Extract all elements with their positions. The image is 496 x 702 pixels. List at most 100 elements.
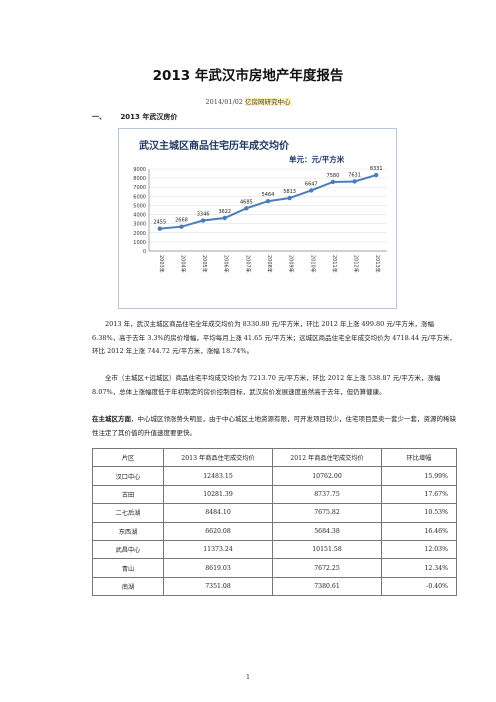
table-cell: 12483.15: [163, 466, 273, 486]
table-row: 二七后湖 8484.10 7675.82 10.53%: [92, 503, 457, 523]
table-cell: -0.40%: [381, 576, 457, 597]
table-row: 武昌中心 11373.24 10151.58 12.03%: [92, 539, 457, 560]
data-label: 6647: [305, 181, 318, 187]
y-tick-label: 2000: [133, 231, 146, 237]
x-tick-label: 2009年: [288, 255, 295, 273]
data-point: [179, 224, 184, 229]
table-row: 汉口中心 12483.15 10762.00 15.99%: [92, 466, 457, 486]
x-tick-label: 2010年: [309, 255, 316, 273]
data-point: [373, 172, 379, 178]
table-cell: 12.03%: [381, 539, 457, 560]
y-tick-label: 7000: [133, 185, 146, 191]
table-cell: 15.99%: [381, 466, 457, 486]
table-cell: 8484.10: [163, 503, 273, 523]
y-tick-label: 6000: [133, 194, 146, 200]
data-label: 5813: [283, 189, 296, 195]
data-point: [352, 179, 357, 184]
table-cell: 10762.00: [272, 466, 382, 486]
section-title: 2013 年武汉房价: [120, 113, 178, 121]
table-cell: 东西湖: [92, 521, 164, 541]
y-tick-label: 3000: [133, 222, 146, 228]
y-tick-label: 4000: [133, 213, 146, 219]
table-cell: 6620.08: [163, 521, 273, 541]
table-cell: 10.53%: [381, 503, 457, 523]
table-header: 片区: [92, 447, 164, 468]
table-cell: 二七后湖: [92, 503, 164, 523]
table-cell: 5684.38: [272, 521, 382, 541]
data-point: [287, 195, 292, 201]
table-cell: 10151.58: [272, 539, 382, 560]
table-cell: 7672.25: [272, 558, 382, 578]
table-cell: 11373.24: [163, 539, 273, 560]
data-label: 3622: [218, 209, 231, 215]
data-label: 3346: [197, 212, 210, 218]
table-cell: 7675.82: [272, 503, 382, 523]
data-point: [309, 188, 314, 193]
table-header: 2012 年商品住宅成交均价: [272, 447, 382, 468]
table-cell: 武昌中心: [92, 539, 164, 560]
table-cell: 7380.61: [272, 576, 382, 597]
y-tick-label: 0: [143, 249, 146, 255]
data-label: 8331: [370, 166, 383, 172]
y-tick-label: 1000: [133, 240, 146, 246]
table-row: 古田 10281.39 8737.75 17.67%: [92, 484, 457, 505]
data-label: 2455: [153, 220, 166, 226]
x-tick-label: 2013年: [374, 255, 381, 273]
data-point: [222, 215, 227, 221]
paragraph-3-lead: 在主城区方面: [92, 415, 131, 423]
y-tick-label: 8000: [133, 176, 146, 182]
table-cell: 8737.75: [272, 484, 382, 505]
table-cell: 8619.03: [163, 558, 273, 578]
data-label: 5464: [262, 192, 275, 198]
table-cell: 16.46%: [381, 521, 457, 541]
table-cell: 古田: [92, 484, 164, 505]
data-point: [244, 206, 249, 211]
x-tick-label: 2004年: [179, 255, 186, 273]
page-number: 1: [246, 674, 250, 681]
table-cell: 青山: [92, 558, 164, 578]
paragraph-2: 全市（主城区+远城区）商品住宅平均成交均价为 7213.70 元/平方米，环比 …: [92, 374, 441, 396]
x-tick-label: 2007年: [244, 255, 251, 273]
table-cell: 汉口中心: [92, 466, 164, 486]
paragraph-3: 在主城区方面，中心城区领涨势头明显，由于中心城区土地资源有限，可开发项目较少，住…: [92, 413, 458, 440]
section-number: 一、: [92, 113, 106, 121]
data-point: [265, 199, 271, 204]
doc-title: 2013 年武汉市房地产年度报告: [152, 68, 344, 84]
table-cell: 南湖: [92, 576, 164, 597]
paragraph-1: 2013 年，武汉主城区商品住宅全年成交均价为 8330.80 元/平方米，环比…: [92, 320, 456, 355]
table-row: 东西湖 6620.08 5684.38 16.46%: [92, 521, 457, 541]
table-header: 2013 年商品住宅成交均价: [163, 447, 273, 468]
price-chart: 武汉主城区商品住宅历年成交均价单元：元/平方米 9000 8000 7000 6000 5…: [118, 128, 397, 309]
section-heading: 一、 2013 年武汉房价: [92, 112, 177, 122]
data-label: 7631: [348, 172, 361, 178]
x-tick-label: 2005年: [201, 255, 208, 273]
data-point: [200, 218, 206, 223]
x-tick-label: 2011年: [331, 255, 338, 273]
chart-title: 武汉主城区商品住宅历年成交均价: [139, 139, 290, 152]
doc-meta: 2014/01/02 亿房网研究中心: [0, 96, 496, 106]
data-label: 4685: [240, 199, 253, 205]
data-label: 7580: [327, 173, 340, 179]
district-price-table: 片区 2013 年商品住宅成交均价 2012 年商品住宅成交均价 环比增幅 汉口…: [92, 447, 457, 597]
data-point: [157, 226, 163, 231]
y-tick-label: 9000: [133, 167, 146, 173]
table-cell: 10281.39: [163, 484, 273, 505]
table-cell: 17.67%: [381, 484, 457, 505]
table-header: 环比增幅: [381, 447, 457, 468]
table-cell: 7351.08: [163, 576, 273, 597]
chart-unit-label: 单元：元/平方米: [289, 154, 345, 164]
table-header-row: 片区 2013 年商品住宅成交均价 2012 年商品住宅成交均价 环比增幅: [92, 447, 457, 468]
table-row: 青山 8619.03 7672.25 12.34%: [92, 558, 457, 578]
data-point: [330, 179, 336, 185]
x-tick-label: 2012年: [353, 255, 360, 273]
paragraph-3-text: ，中心城区领涨势头明显，由于中心城区土地资源有限，可开发项目较少，住宅项目是卖一…: [92, 415, 456, 437]
doc-source: 亿房网研究中心: [245, 98, 291, 106]
x-tick-label: 2003年: [158, 255, 165, 273]
table-row: 南湖 7351.08 7380.61 -0.40%: [92, 576, 457, 597]
x-tick-label: 2008年: [266, 255, 273, 273]
doc-date: 2014/01/02: [205, 98, 243, 106]
y-tick-label: 5000: [133, 203, 146, 209]
table-cell: 12.34%: [381, 558, 457, 578]
x-tick-label: 2006年: [223, 255, 230, 273]
